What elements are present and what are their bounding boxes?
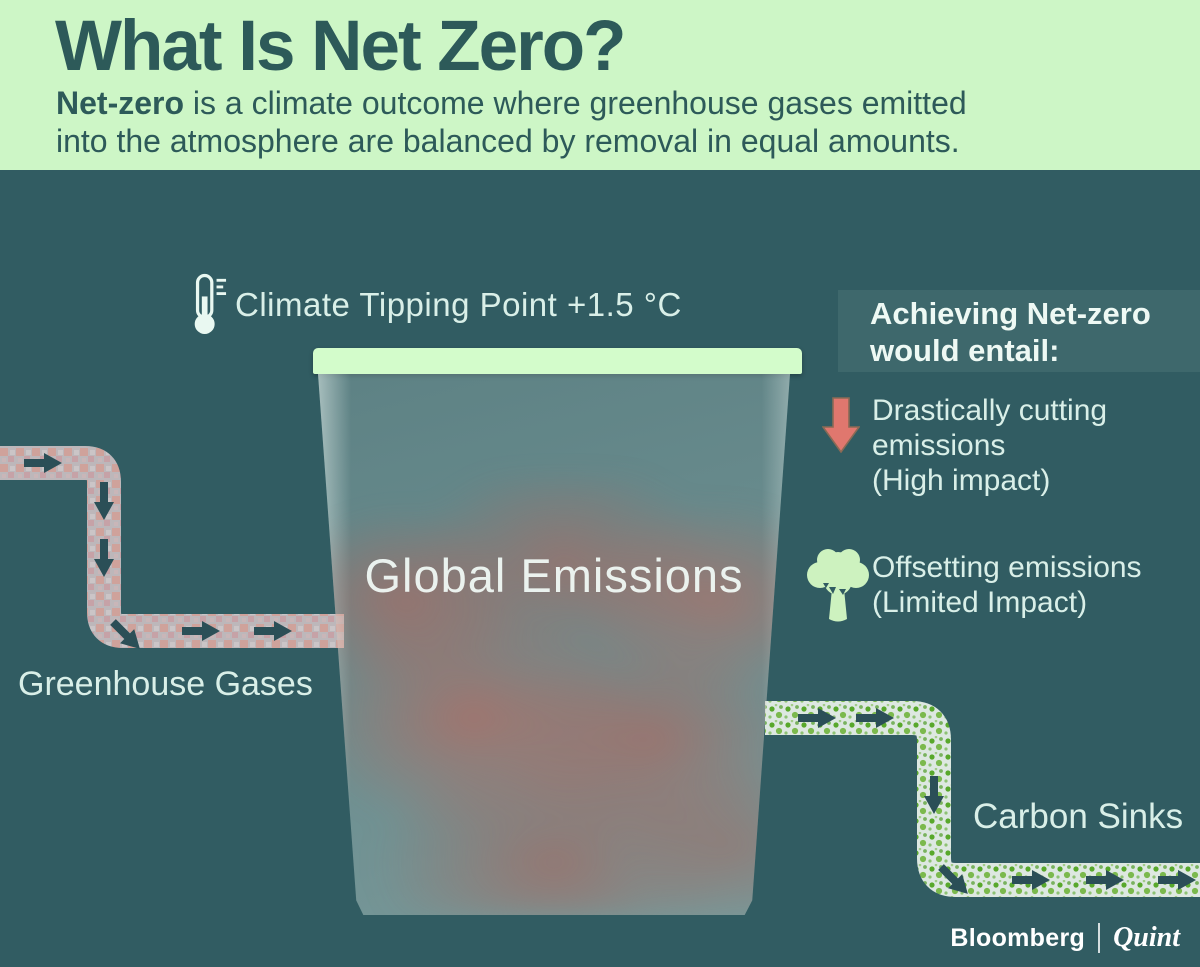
inflow-pipe <box>0 446 344 648</box>
page-subtitle: Net-zero is a climate outcome where gree… <box>56 84 1176 160</box>
entail-item-line: Drastically cutting <box>872 394 1108 427</box>
page-title: What Is Net Zero? <box>55 7 627 86</box>
inflow-label: Greenhouse Gases <box>18 665 313 703</box>
emissions-smoke <box>318 476 790 915</box>
down-arrow-icon <box>822 397 860 453</box>
sidebar-heading: Achieving Net-zero would entail: <box>838 290 1200 372</box>
brand-separator <box>1098 923 1101 953</box>
entail-item-cutting: Drastically cutting emissions (High impa… <box>872 393 1192 498</box>
sidebar-heading-line2: would entail: <box>870 333 1060 368</box>
entail-item-line: Offsetting emissions <box>872 551 1142 584</box>
tree-icon <box>807 549 869 622</box>
subtitle-line2: into the atmosphere are balanced by remo… <box>56 123 960 159</box>
sidebar-heading-line1: Achieving Net-zero <box>870 296 1151 331</box>
entail-item-line: emissions <box>872 429 1006 462</box>
tipping-point: Climate Tipping Point +1.5 °C <box>189 273 682 337</box>
tipping-point-label: Climate Tipping Point +1.5 °C <box>235 286 682 323</box>
header-band: What Is Net Zero? Net-zero is a climate … <box>0 0 1200 170</box>
subtitle-line1: is a climate outcome where greenhouse ga… <box>184 85 967 121</box>
subtitle-highlight: Net-zero <box>56 85 185 121</box>
diagram-area: Climate Tipping Point +1.5 °C Global Emi… <box>0 170 1200 967</box>
bloomberg-logo: Bloomberg <box>950 923 1086 952</box>
outflow-label: Carbon Sinks <box>973 797 1184 836</box>
entail-item-line: (High impact) <box>872 464 1051 497</box>
entail-item-line: (Limited Impact) <box>872 586 1088 619</box>
bucket-rim <box>313 348 802 374</box>
quint-logo: Quint <box>1113 922 1180 953</box>
bucket-label: Global Emissions <box>364 549 744 602</box>
emissions-bucket <box>318 374 790 915</box>
entail-item-offsetting: Offsetting emissions (Limited Impact) <box>872 550 1192 620</box>
brand-logo: Bloomberg Quint <box>950 922 1180 954</box>
thermometer-icon <box>194 273 227 334</box>
